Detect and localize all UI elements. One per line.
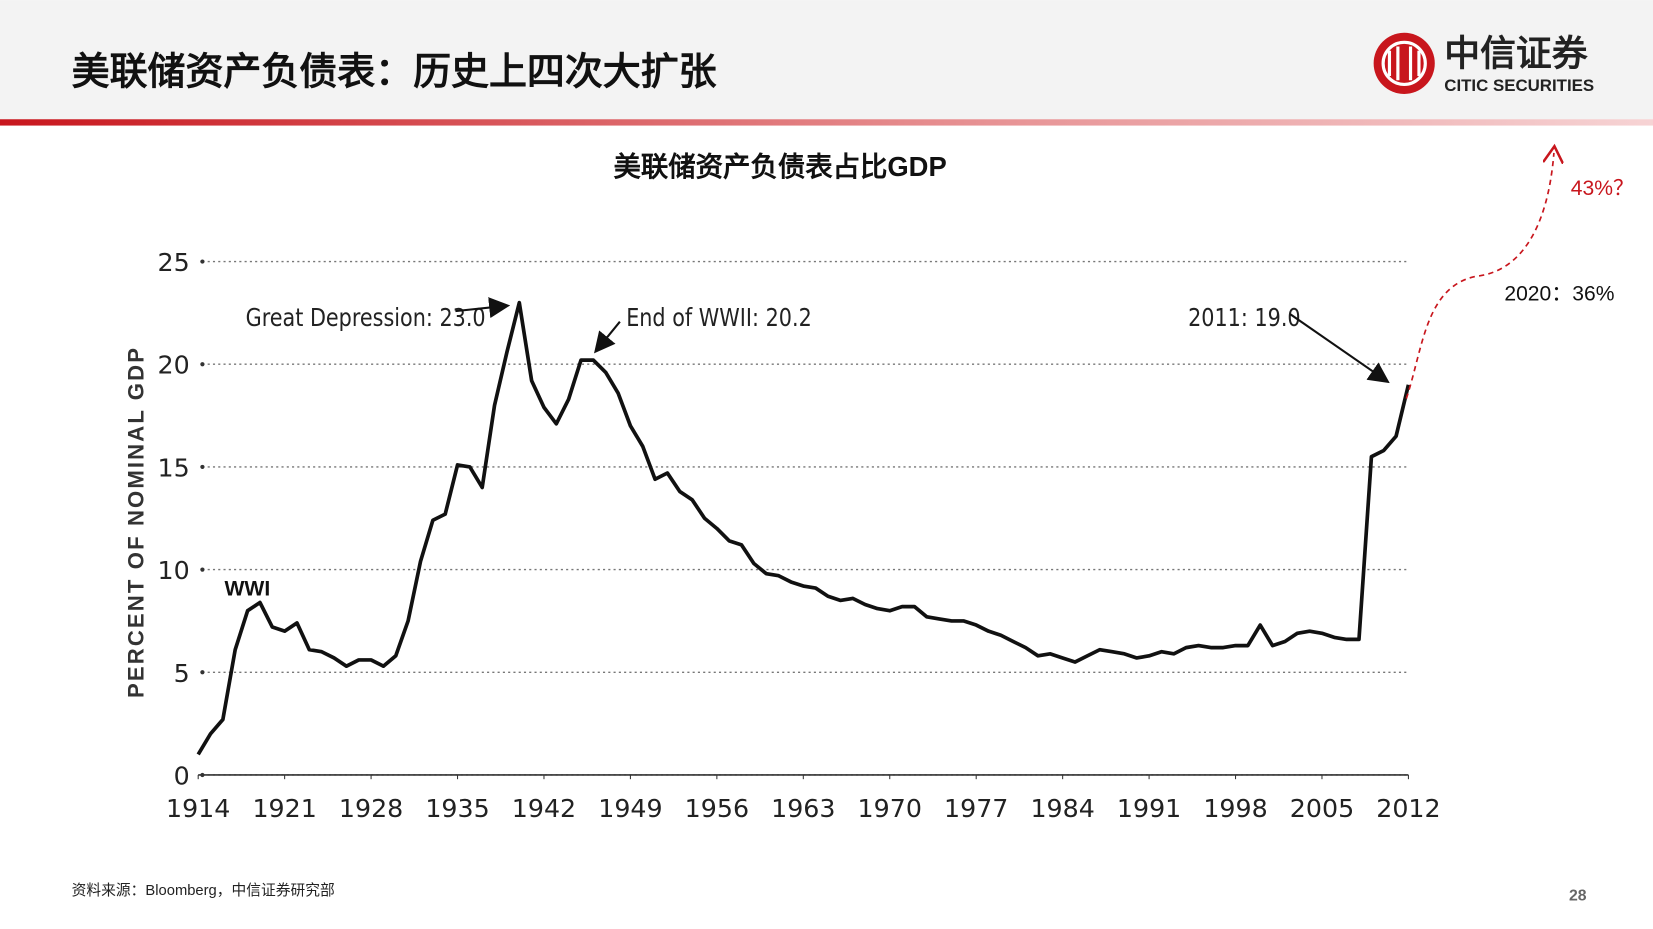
y-tick-mark xyxy=(200,670,205,675)
annotation: End of WWII: 20.2 xyxy=(626,304,812,332)
x-tick-label: 1998 xyxy=(1203,794,1267,823)
y-tick-mark xyxy=(200,362,205,367)
projection-curve xyxy=(1405,153,1554,399)
y-tick-label: 20 xyxy=(158,351,190,380)
x-tick-label: 1963 xyxy=(771,794,835,823)
logo: 中信证券 CITIC SECURITIES xyxy=(1373,32,1594,95)
annotation: 2011: 19.0 xyxy=(1188,304,1301,332)
annotation: Great Depression: 23.0 xyxy=(246,304,486,332)
logo-en: CITIC SECURITIES xyxy=(1444,76,1594,95)
y-tick-label: 10 xyxy=(158,556,190,585)
x-tick-label: 1935 xyxy=(425,794,489,823)
x-tick-label: 1949 xyxy=(598,794,662,823)
x-tick-label: 1956 xyxy=(685,794,749,823)
annotation-arrow xyxy=(1289,313,1390,384)
source: 资料来源：Bloomberg，中信证券研究部 xyxy=(72,882,335,899)
x-tick-label: 2005 xyxy=(1290,794,1354,823)
y-tick-label: 25 xyxy=(158,248,190,277)
x-tick-label: 1928 xyxy=(339,794,403,823)
x-tick-label: 1914 xyxy=(166,794,230,823)
logo-cn: 中信证券 xyxy=(1444,33,1588,73)
annotation-arrow xyxy=(594,320,621,354)
y-tick-mark xyxy=(200,464,205,470)
y-tick-mark xyxy=(200,259,205,264)
y-tick-label: 5 xyxy=(174,659,190,688)
plot: 0 5 10 15 20 25 1914 1921 1928 1935 1942 1949 1956 19… xyxy=(158,177,1634,823)
header-band xyxy=(0,119,1653,126)
x-tick-label: 1984 xyxy=(1030,794,1094,823)
x-tick-label: 1921 xyxy=(252,794,316,823)
chart-title: 美联储资产负债表占比GDP xyxy=(613,151,946,182)
annotation-arrow xyxy=(455,297,511,319)
x-tick-label: 1977 xyxy=(944,794,1008,823)
x-tick-label: 1991 xyxy=(1117,794,1181,823)
x-tick-label: 1942 xyxy=(512,794,576,823)
y-axis-title: PERCENT OF NOMINAL GDP xyxy=(123,346,148,698)
y-tick-mark xyxy=(200,567,205,572)
slide-title: 美联储资产负债表：历史上四次大扩张 xyxy=(72,51,717,93)
x-tick-label: 1970 xyxy=(858,794,922,823)
page-number: 28 xyxy=(1569,887,1587,904)
annotation: 2020：36% xyxy=(1504,283,1614,306)
annotation: 43%？ xyxy=(1571,177,1634,200)
y-tick-label: 15 xyxy=(158,453,190,482)
annotation: WWI xyxy=(225,578,271,601)
y-tick-label: 0 xyxy=(174,761,190,790)
x-tick-label: 2012 xyxy=(1376,794,1440,823)
data-line xyxy=(196,300,1411,756)
